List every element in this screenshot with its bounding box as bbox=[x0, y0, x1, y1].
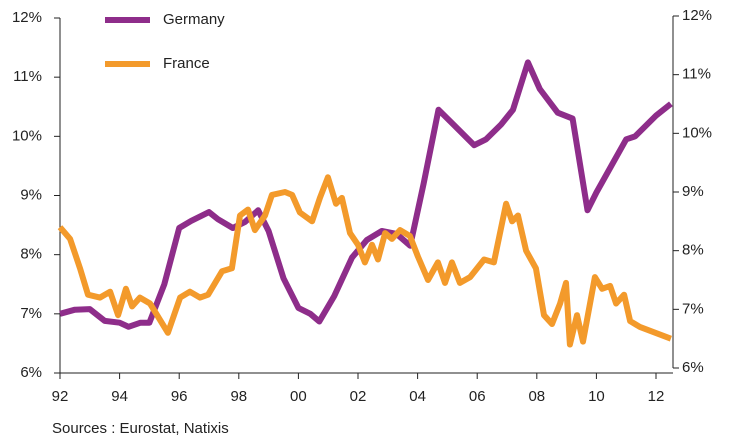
y2-tick-label: 6% bbox=[682, 359, 704, 376]
y-tick-label: 9% bbox=[20, 186, 42, 203]
y2-tick-label: 11% bbox=[682, 66, 711, 83]
series-line bbox=[59, 59, 673, 330]
y2-tick-label: 10% bbox=[682, 124, 712, 141]
y-tick-label: 11% bbox=[13, 68, 42, 85]
x-tick-label: 96 bbox=[171, 388, 188, 405]
y2-tick-label: 8% bbox=[682, 242, 704, 259]
x-tick-label: 04 bbox=[409, 388, 426, 405]
y2-tick-label: 9% bbox=[682, 183, 704, 200]
series-line bbox=[57, 174, 672, 348]
x-tick-label: 00 bbox=[290, 388, 307, 405]
x-tick-label: 12 bbox=[648, 388, 665, 405]
x-tick-label: 06 bbox=[469, 388, 486, 405]
y-tick-label: 12% bbox=[12, 9, 42, 26]
y-tick-label: 6% bbox=[20, 364, 42, 381]
x-tick-label: 92 bbox=[52, 388, 69, 405]
x-tick-label: 94 bbox=[111, 388, 128, 405]
y-tick-label: 7% bbox=[20, 305, 42, 322]
x-tick-label: 02 bbox=[350, 388, 367, 405]
y2-tick-label: 12% bbox=[682, 7, 712, 24]
legend-label: Germany bbox=[163, 11, 225, 28]
x-tick-label: 10 bbox=[588, 388, 605, 405]
y-tick-label: 8% bbox=[20, 246, 42, 263]
legend-label: France bbox=[163, 55, 210, 72]
x-tick-label: 08 bbox=[528, 388, 545, 405]
x-tick-label: 98 bbox=[230, 388, 247, 405]
source-note: Sources : Eurostat, Natixis bbox=[52, 420, 229, 437]
y-tick-label: 10% bbox=[12, 127, 42, 144]
y2-tick-label: 7% bbox=[682, 300, 704, 317]
